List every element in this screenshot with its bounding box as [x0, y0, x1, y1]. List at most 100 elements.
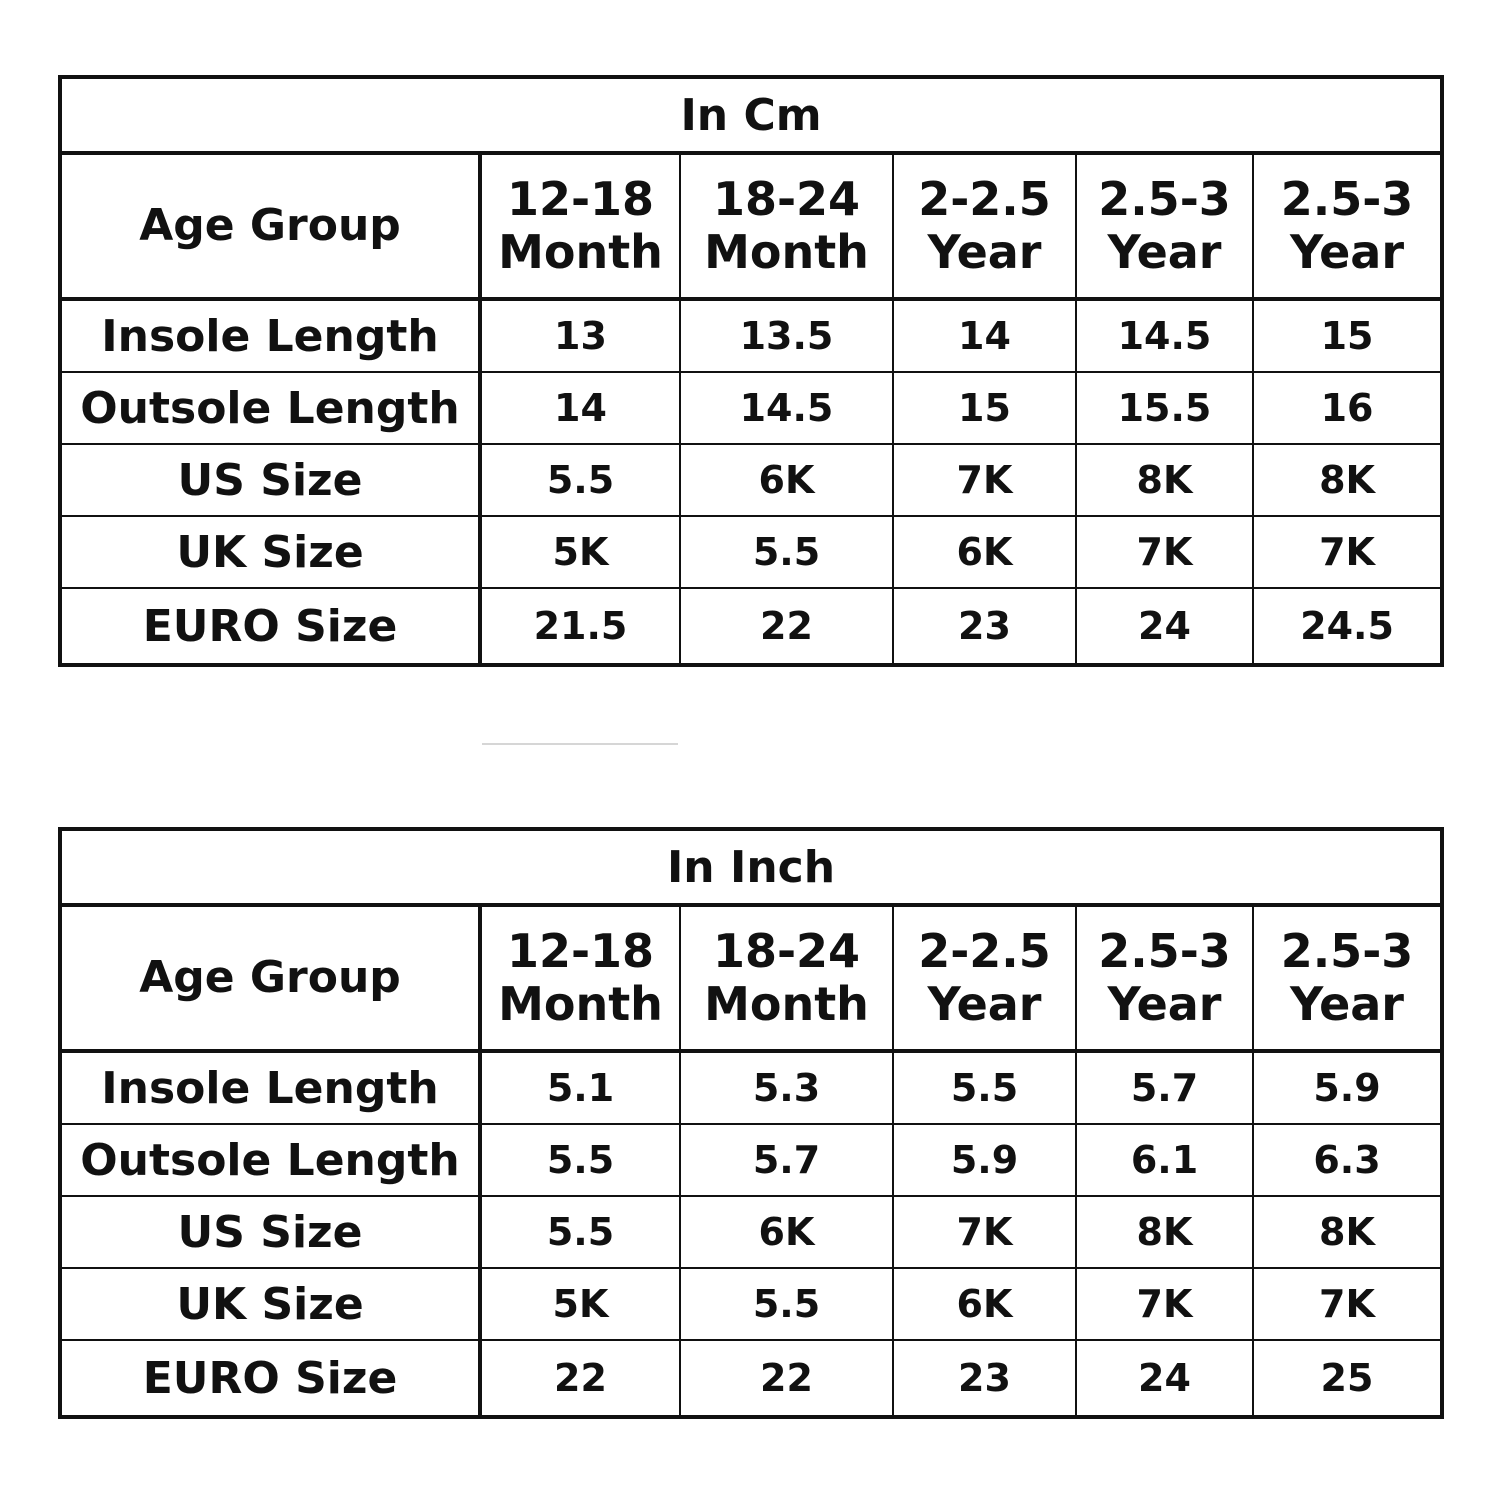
table-row: EURO Size 21.5 22 23 24 24.5 — [59, 587, 1444, 666]
value-cell: 8K — [1075, 1195, 1254, 1269]
age-group-cell: 2.5-3 Year — [1075, 152, 1254, 301]
row-label: US Size — [59, 443, 482, 517]
value-cell: 22 — [679, 587, 894, 666]
value-cell: 5.5 — [679, 515, 894, 589]
value-cell: 23 — [892, 587, 1077, 666]
age-group-cell: 18-24 Month — [679, 152, 894, 301]
value-cell: 15 — [892, 371, 1077, 445]
age-group-cell: 2.5-3 Year — [1251, 152, 1444, 301]
age-range: 2.5-3 — [1280, 924, 1414, 979]
value-cell: 6K — [892, 1267, 1077, 1341]
value-cell: 5.3 — [679, 1050, 894, 1125]
value-cell: 14 — [479, 371, 681, 445]
value-cell: 15.5 — [1075, 371, 1254, 445]
age-range: 2.5-3 — [1098, 172, 1231, 227]
value-cell: 5.5 — [479, 1123, 681, 1197]
value-cell: 16 — [1251, 371, 1444, 445]
value-cell: 7K — [892, 1195, 1077, 1269]
age-unit: Month — [704, 225, 869, 279]
value-cell: 14 — [892, 298, 1077, 373]
table-row: US Size 5.5 6K 7K 8K 8K — [59, 1195, 1443, 1269]
row-label: UK Size — [59, 1267, 482, 1341]
value-cell: 22 — [479, 1339, 681, 1418]
value-cell: 13.5 — [679, 298, 894, 373]
age-unit: Year — [1107, 977, 1222, 1031]
age-group-cell: 2-2.5 Year — [892, 904, 1077, 1053]
value-cell: 14.5 — [1075, 298, 1254, 373]
value-cell: 24 — [1075, 1339, 1254, 1418]
age-range: 12-18 — [506, 924, 655, 979]
table-title: In Inch — [59, 828, 1443, 907]
value-cell: 5K — [479, 1267, 681, 1341]
value-cell: 15 — [1251, 298, 1444, 373]
age-unit: Year — [927, 225, 1042, 279]
table-row: Outsole Length 14 14.5 15 15.5 16 — [59, 371, 1444, 445]
age-group-cell: 12-18 Month — [479, 904, 681, 1053]
age-unit: Year — [1290, 225, 1405, 279]
value-cell: 5.5 — [679, 1267, 894, 1341]
table-row: UK Size 5K 5.5 6K 7K 7K — [59, 515, 1444, 589]
value-cell: 6.3 — [1252, 1123, 1443, 1197]
value-cell: 8K — [1251, 443, 1444, 517]
value-cell: 24 — [1075, 587, 1254, 666]
value-cell: 7K — [1075, 515, 1254, 589]
value-cell: 6K — [679, 1195, 894, 1269]
size-chart-inch-table: In Inch Age Group 12-18 Month 18-24 Month … — [58, 827, 1444, 1419]
age-range: 12-18 — [506, 172, 655, 227]
value-cell: 6.1 — [1075, 1123, 1254, 1197]
age-group-header: Age Group — [59, 152, 482, 301]
age-group-cell: 2.5-3 Year — [1075, 904, 1254, 1053]
value-cell: 7K — [1075, 1267, 1254, 1341]
size-chart-cm-table: In Cm Age Group 12-18 Month 18-24 Month 2-… — [58, 75, 1445, 667]
age-group-header: Age Group — [59, 904, 482, 1053]
row-label: US Size — [59, 1195, 482, 1269]
value-cell: 5.5 — [479, 443, 681, 517]
table-row: Insole Length 5.1 5.3 5.5 5.7 5.9 — [59, 1050, 1443, 1125]
value-cell: 23 — [892, 1339, 1077, 1418]
table-title: In Cm — [58, 76, 1444, 155]
age-group-cell: 2.5-3 Year — [1252, 904, 1443, 1053]
value-cell: 5.5 — [479, 1195, 681, 1269]
value-cell: 6K — [679, 443, 894, 517]
value-cell: 7K — [1252, 1267, 1443, 1341]
age-range: 18-24 — [712, 924, 861, 979]
value-cell: 13 — [479, 298, 681, 373]
age-range: 2.5-3 — [1280, 172, 1414, 227]
value-cell: 5K — [479, 515, 681, 589]
value-cell: 8K — [1252, 1195, 1443, 1269]
age-group-cell: 12-18 Month — [479, 152, 681, 301]
age-unit: Month — [498, 977, 663, 1031]
age-unit: Year — [1289, 977, 1404, 1031]
age-range: 2-2.5 — [918, 924, 1051, 979]
value-cell: 14.5 — [679, 371, 894, 445]
table-row: EURO Size 22 22 23 24 25 — [59, 1339, 1443, 1418]
row-label: UK Size — [59, 515, 482, 589]
value-cell: 22 — [679, 1339, 894, 1418]
value-cell: 5.9 — [1252, 1050, 1443, 1125]
age-unit: Year — [1107, 225, 1222, 279]
value-cell: 21.5 — [479, 587, 681, 666]
row-label: Insole Length — [59, 1050, 482, 1125]
age-group-cell: 2-2.5 Year — [892, 152, 1077, 301]
value-cell: 24.5 — [1251, 587, 1444, 666]
divider-line — [482, 743, 678, 745]
value-cell: 5.1 — [479, 1050, 681, 1125]
value-cell: 7K — [1251, 515, 1444, 589]
value-cell: 6K — [892, 515, 1077, 589]
value-cell: 25 — [1252, 1339, 1443, 1418]
value-cell: 7K — [892, 443, 1077, 517]
age-unit: Year — [927, 977, 1042, 1031]
row-label: EURO Size — [59, 587, 482, 666]
age-range: 2-2.5 — [918, 172, 1051, 227]
age-unit: Month — [704, 977, 869, 1031]
age-range: 2.5-3 — [1098, 924, 1231, 979]
age-range: 18-24 — [712, 172, 861, 227]
table-row: Outsole Length 5.5 5.7 5.9 6.1 6.3 — [59, 1123, 1443, 1197]
row-label: Outsole Length — [59, 371, 482, 445]
value-cell: 5.5 — [892, 1050, 1077, 1125]
table-row: UK Size 5K 5.5 6K 7K 7K — [59, 1267, 1443, 1341]
table-row: Insole Length 13 13.5 14 14.5 15 — [59, 298, 1444, 373]
row-label: Insole Length — [59, 298, 482, 373]
row-label: Outsole Length — [59, 1123, 482, 1197]
row-label: EURO Size — [59, 1339, 482, 1418]
